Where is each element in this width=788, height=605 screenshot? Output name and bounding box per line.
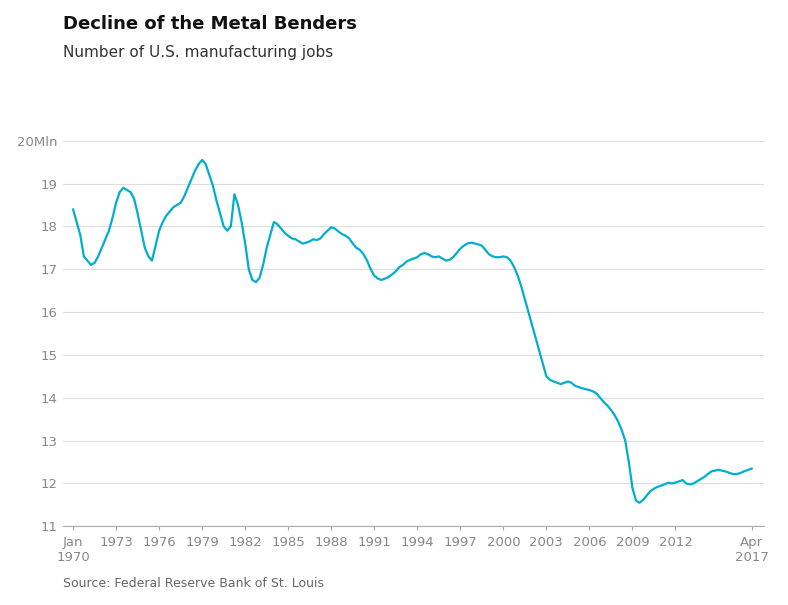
Text: Decline of the Metal Benders: Decline of the Metal Benders <box>63 15 357 33</box>
Text: Number of U.S. manufacturing jobs: Number of U.S. manufacturing jobs <box>63 45 333 61</box>
Text: Source: Federal Reserve Bank of St. Louis: Source: Federal Reserve Bank of St. Loui… <box>63 577 324 590</box>
